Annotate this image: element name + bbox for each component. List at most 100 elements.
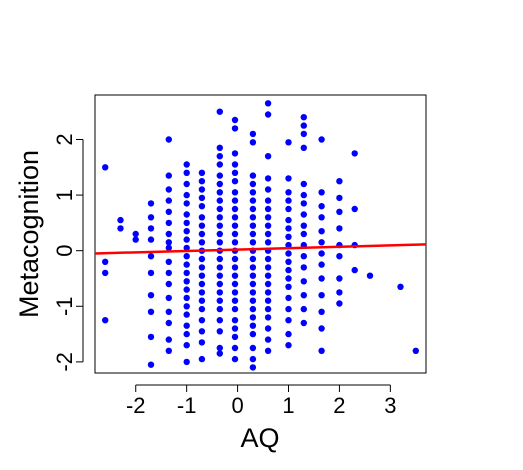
- data-point: [285, 342, 292, 349]
- data-point: [397, 283, 404, 290]
- data-point: [216, 161, 223, 168]
- data-point: [264, 347, 272, 354]
- data-point: [147, 214, 155, 221]
- data-point: [249, 239, 257, 246]
- data-point: [165, 258, 172, 265]
- x-tick-label: -1: [177, 393, 197, 418]
- data-point: [216, 328, 223, 335]
- data-point: [231, 205, 239, 213]
- data-point: [231, 297, 239, 304]
- data-point: [318, 292, 325, 299]
- data-point: [249, 364, 257, 371]
- data-point: [285, 275, 292, 282]
- data-point: [198, 239, 206, 246]
- data-point: [231, 264, 239, 271]
- data-point: [285, 175, 292, 182]
- data-point: [249, 189, 257, 196]
- data-point: [216, 344, 223, 352]
- data-point: [231, 344, 239, 352]
- data-point: [285, 139, 292, 146]
- data-point: [132, 230, 139, 238]
- data-point: [198, 194, 206, 202]
- data-point: [165, 230, 172, 238]
- data-point: [183, 161, 190, 168]
- data-point: [249, 172, 257, 179]
- data-point: [264, 205, 272, 213]
- data-point: [231, 189, 239, 196]
- data-point: [336, 253, 343, 260]
- data-point: [249, 205, 257, 213]
- data-point: [198, 280, 206, 288]
- data-point: [318, 308, 325, 315]
- data-point: [165, 280, 172, 288]
- data-point: [336, 194, 343, 202]
- data-point: [336, 289, 343, 296]
- data-point: [216, 255, 223, 263]
- data-point: [264, 272, 272, 279]
- data-point: [249, 297, 257, 304]
- data-point: [285, 233, 292, 240]
- data-point: [336, 225, 343, 232]
- data-point: [198, 328, 206, 335]
- data-point: [231, 197, 239, 204]
- data-point: [264, 325, 272, 332]
- data-point: [231, 178, 239, 185]
- x-tick-label: -2: [126, 393, 146, 418]
- data-point: [216, 180, 223, 188]
- data-point: [231, 325, 239, 332]
- data-point: [249, 222, 257, 229]
- data-point: [165, 186, 172, 193]
- data-point: [285, 250, 292, 257]
- data-point: [183, 236, 190, 243]
- data-point: [264, 230, 272, 238]
- data-point: [366, 272, 374, 279]
- regression-line: [94, 243, 427, 255]
- data-point: [147, 292, 155, 299]
- data-point: [300, 230, 307, 238]
- data-point: [264, 255, 272, 263]
- data-point: [216, 305, 223, 313]
- data-point: [285, 330, 292, 338]
- data-point: [183, 342, 190, 349]
- data-point: [249, 255, 257, 263]
- data-point: [351, 150, 358, 157]
- data-point: [216, 297, 223, 304]
- data-point: [198, 289, 206, 296]
- data-point: [264, 239, 272, 246]
- data-point: [300, 130, 307, 138]
- data-point: [300, 253, 307, 260]
- data-point: [231, 161, 239, 168]
- data-point: [198, 272, 206, 279]
- data-point: [318, 239, 325, 246]
- data-point: [198, 230, 206, 238]
- data-point: [249, 289, 257, 296]
- plot-frame: [94, 94, 427, 374]
- data-point: [183, 269, 190, 277]
- data-point: [249, 280, 257, 288]
- data-point: [198, 186, 206, 193]
- data-point: [216, 230, 223, 238]
- data-point: [183, 294, 190, 302]
- data-point: [249, 264, 257, 271]
- data-point: [285, 258, 292, 265]
- data-point: [249, 130, 257, 138]
- data-point: [249, 305, 257, 313]
- data-point: [165, 197, 172, 204]
- data-point: [216, 239, 223, 246]
- data-point: [318, 325, 325, 332]
- y-axis: -2 -1 0 1 2: [52, 133, 84, 372]
- data-point: [264, 197, 272, 204]
- data-point: [216, 197, 223, 204]
- data-point: [198, 203, 206, 210]
- data-point: [231, 150, 239, 157]
- y-tick-label: 2: [52, 133, 77, 145]
- data-point: [147, 269, 155, 277]
- data-point: [318, 136, 325, 143]
- data-point: [300, 122, 307, 129]
- data-point: [165, 136, 172, 143]
- data-point: [318, 189, 325, 196]
- data-point: [216, 214, 223, 221]
- data-point: [285, 216, 292, 224]
- data-point: [264, 289, 272, 296]
- data-point: [183, 253, 190, 260]
